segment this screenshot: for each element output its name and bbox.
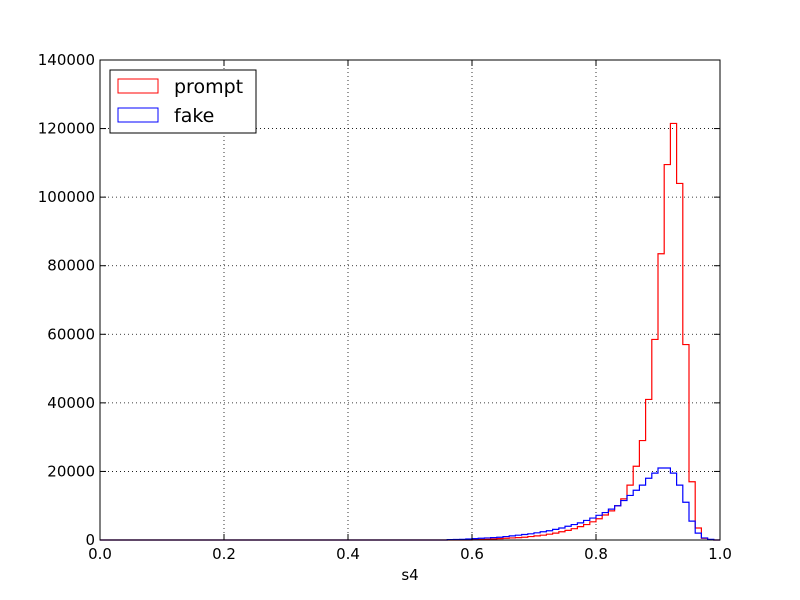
grid bbox=[100, 60, 720, 540]
y-tick-label: 140000 bbox=[38, 51, 95, 69]
x-tick-label: 0.2 bbox=[212, 545, 236, 563]
y-tick-label: 60000 bbox=[47, 325, 95, 343]
legend-label-prompt: prompt bbox=[174, 76, 243, 98]
y-tick-label: 0 bbox=[85, 531, 95, 549]
legend: prompt fake bbox=[109, 69, 257, 134]
x-tick-label: 0.8 bbox=[584, 545, 608, 563]
series-prompt bbox=[100, 122, 720, 541]
legend-item-fake: fake bbox=[117, 105, 214, 127]
y-tick-label: 40000 bbox=[47, 394, 95, 412]
y-tick-label: 80000 bbox=[47, 257, 95, 275]
legend-swatch-prompt bbox=[117, 78, 159, 94]
y-tick-label: 120000 bbox=[38, 120, 95, 138]
tick-marks bbox=[99, 59, 721, 541]
x-tick-label: 0.6 bbox=[460, 545, 484, 563]
legend-item-prompt: prompt bbox=[117, 76, 243, 98]
x-tick-label: 0.4 bbox=[336, 545, 360, 563]
series-layer bbox=[100, 122, 720, 541]
x-tick-label: 1.0 bbox=[708, 545, 732, 563]
y-tick-label: 100000 bbox=[38, 188, 95, 206]
legend-label-fake: fake bbox=[174, 105, 214, 127]
x-tick-label: 0.0 bbox=[88, 545, 112, 563]
x-tick-labels: 0.0 0.2 0.4 0.6 0.8 1.0 bbox=[88, 545, 732, 563]
series-fake bbox=[100, 467, 720, 541]
x-axis-label: s4 bbox=[401, 566, 418, 584]
y-tick-label: 20000 bbox=[47, 462, 95, 480]
y-tick-labels: 0 20000 40000 60000 80000 100000 120000 140000 bbox=[38, 51, 95, 549]
plot-frame bbox=[99, 59, 721, 541]
legend-swatch-fake bbox=[117, 107, 159, 123]
